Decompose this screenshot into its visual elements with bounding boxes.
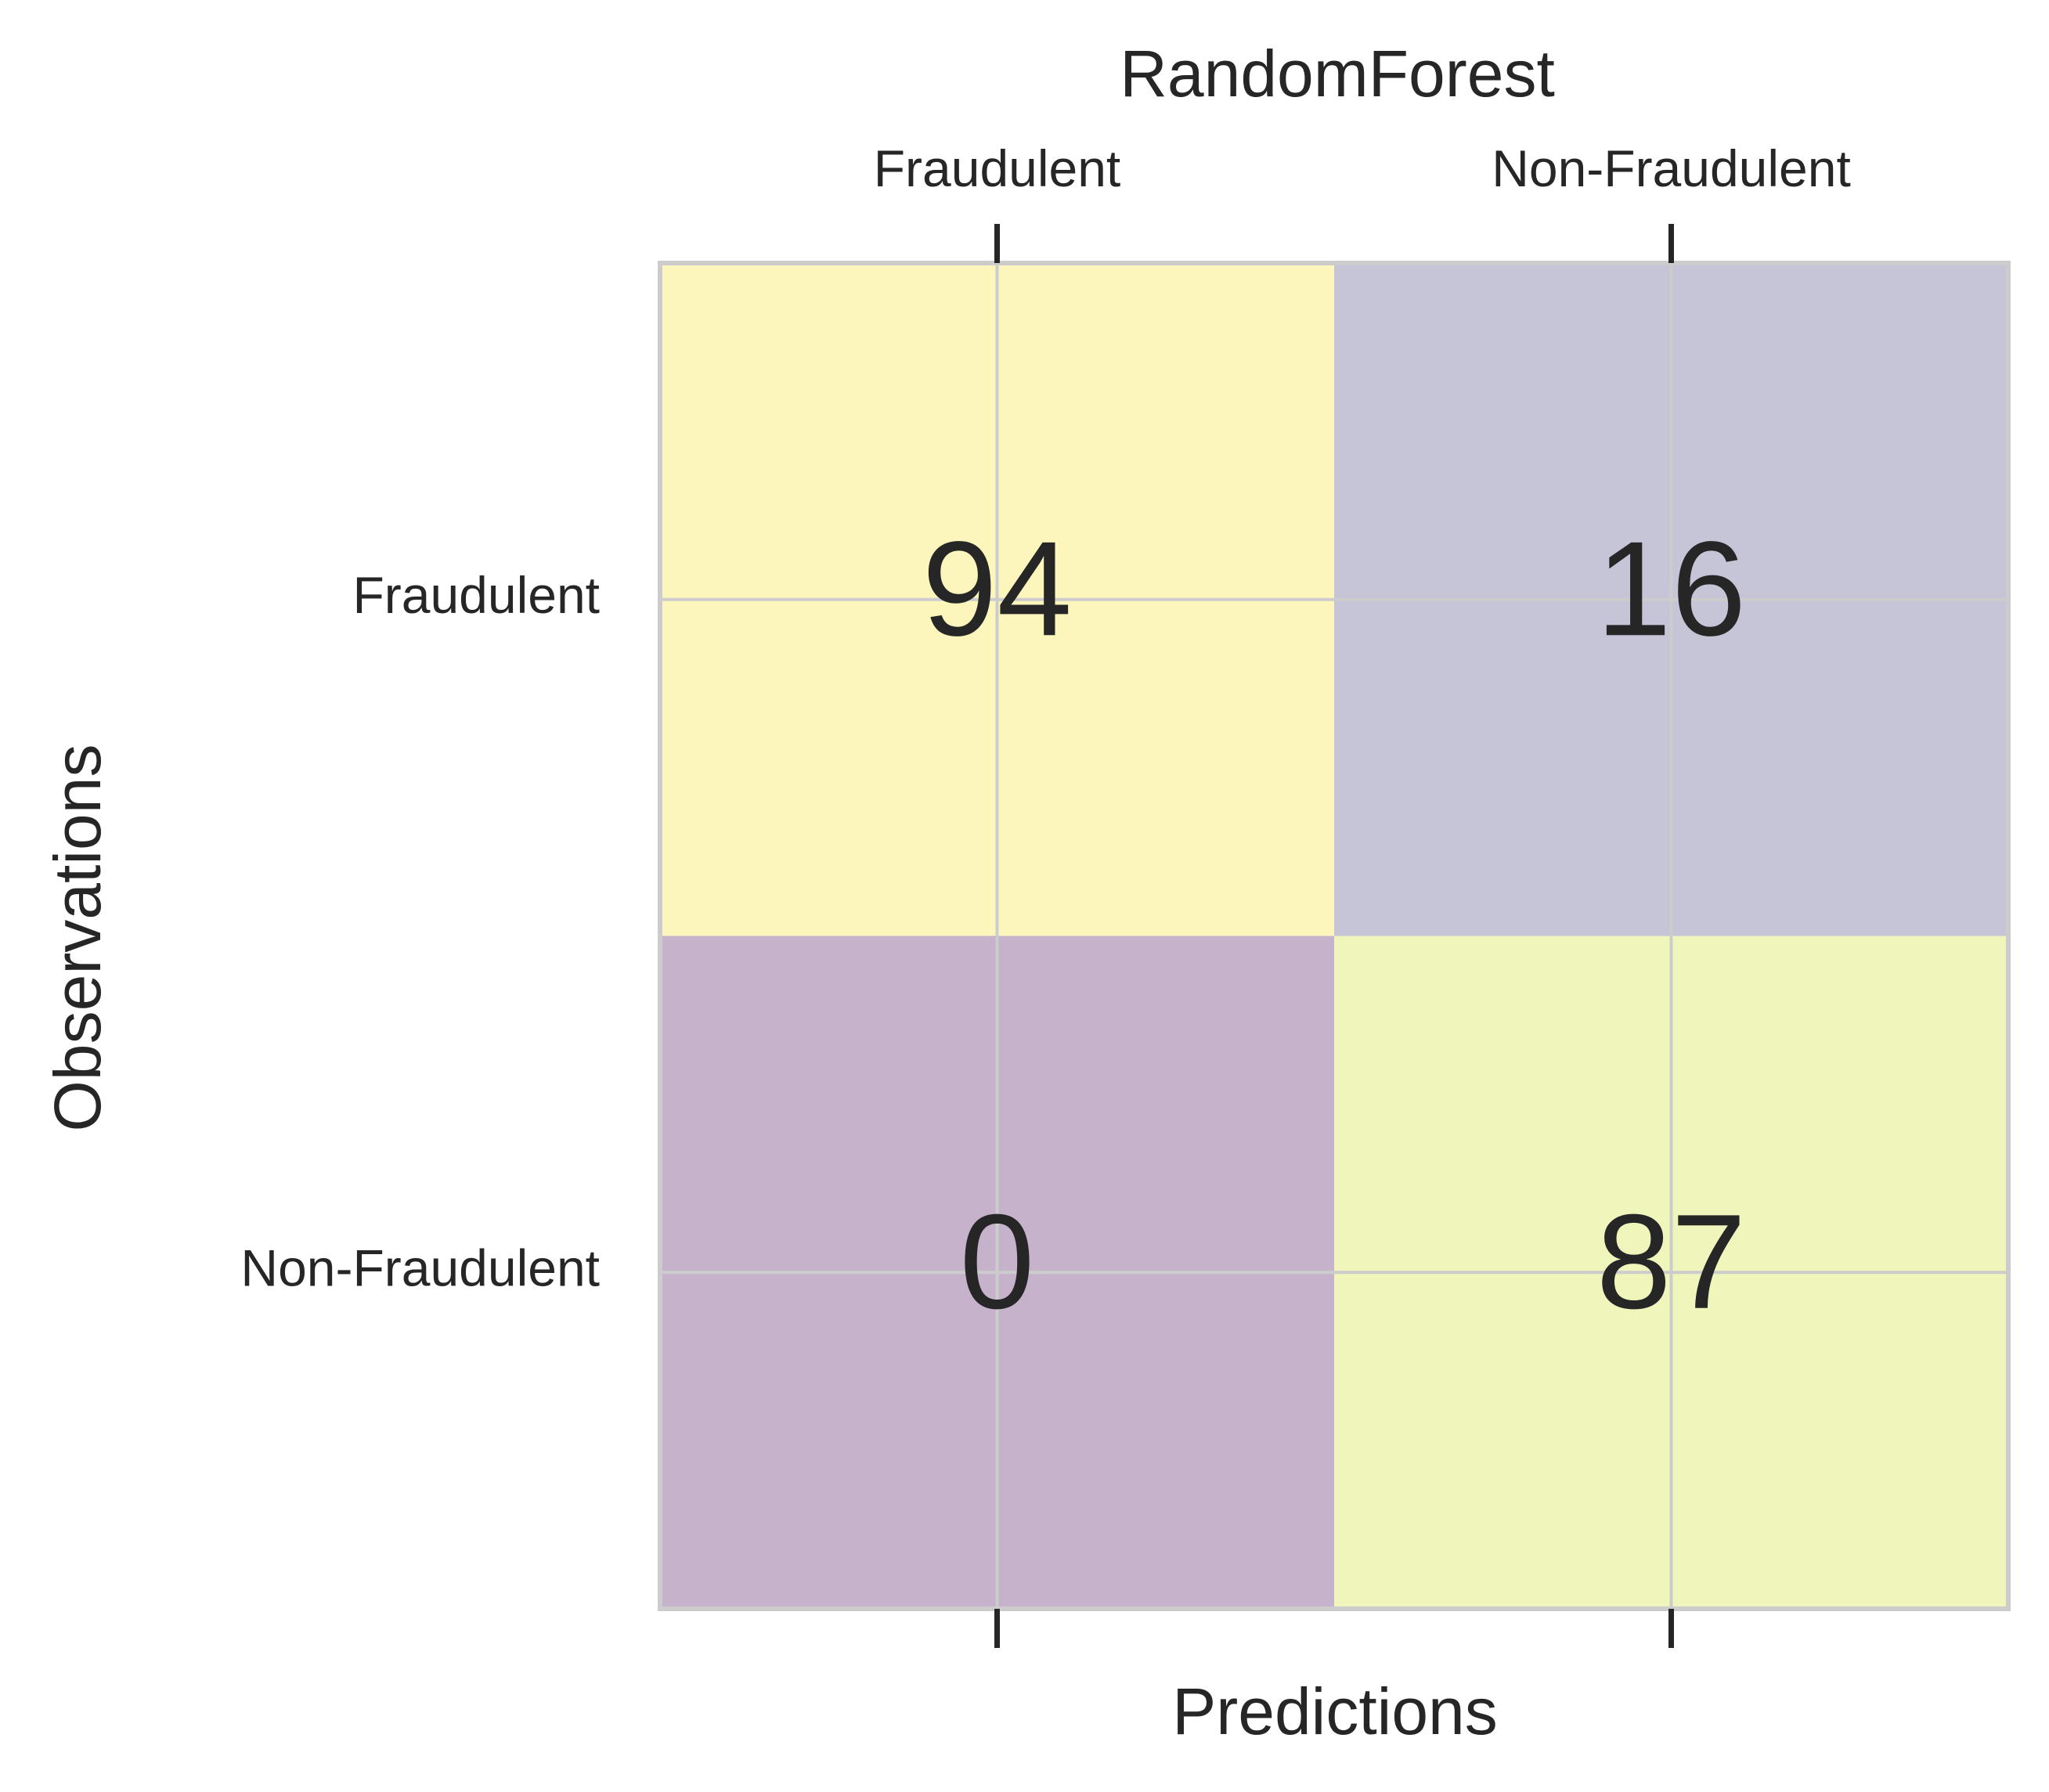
cell-value-label: 94	[922, 514, 1072, 664]
grid-lines	[658, 261, 2011, 1611]
cell-value-label: 0	[960, 1187, 1035, 1337]
heatmap-cells	[660, 263, 2008, 1609]
cell-value-label: 16	[1596, 514, 1746, 664]
chart-title: RandomForest	[1120, 37, 1555, 110]
tick-labels: Fraudulent Non-Fraudulent Fraudulent Non-Fr…	[240, 139, 1850, 1297]
x-tick-label: Fraudulent	[874, 139, 1121, 197]
plot-frame	[658, 261, 2011, 1611]
x-axis-label: Predictions	[1172, 1675, 1498, 1748]
axis-ticks	[994, 224, 1674, 1648]
y-tick-label: Non-Fraudulent	[240, 1239, 600, 1297]
y-tick-label: Fraudulent	[352, 566, 600, 624]
cell-value-label: 87	[1596, 1187, 1746, 1337]
y-axis-label: Observations	[41, 745, 114, 1132]
cell-value-labels: 94 16 0 87	[922, 514, 1746, 1337]
x-tick-label: Non-Fraudulent	[1492, 139, 1851, 197]
